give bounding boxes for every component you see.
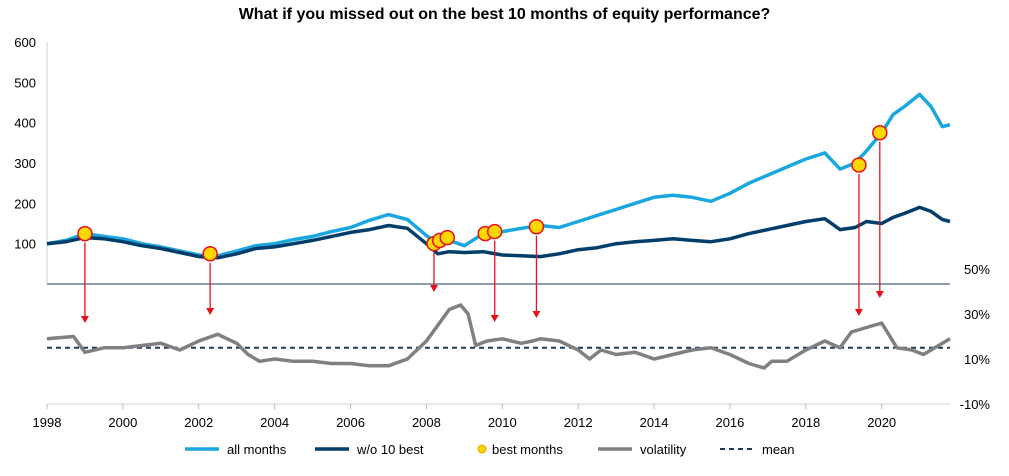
best-month-marker [872, 125, 888, 141]
legend-without-best-label: w/o 10 best [356, 442, 424, 457]
x-tick-label: 2006 [336, 415, 365, 430]
x-tick-label: 2018 [791, 415, 820, 430]
arrow-head [875, 291, 884, 298]
best-month-marker [439, 229, 456, 246]
top-y-tick-label: 500 [14, 75, 36, 90]
arrow-head [430, 285, 438, 292]
top-y-tick-label: 100 [14, 237, 36, 252]
arrow-head [490, 315, 499, 322]
top-y-tick-label: 600 [14, 35, 36, 50]
bottom-y-tick-label: 30% [964, 307, 990, 322]
top-y-tick-label: 200 [14, 196, 36, 211]
x-tick-label: 2010 [488, 415, 517, 430]
legend-mean-label: mean [762, 442, 795, 457]
x-tick-label: 1998 [33, 415, 62, 430]
arrow-head [206, 308, 215, 315]
x-tick-label: 2020 [867, 415, 896, 430]
best-month-marker [528, 218, 545, 235]
best-month-marker [202, 246, 218, 262]
legend-best-months-label: best months [492, 442, 563, 457]
x-tick-label: 2014 [640, 415, 669, 430]
chart-title: What if you missed out on the best 10 mo… [238, 6, 771, 23]
x-tick-label: 2008 [412, 415, 441, 430]
arrow-head [80, 316, 89, 323]
top-y-tick-label: 400 [14, 116, 36, 131]
x-tick-label: 2012 [564, 415, 593, 430]
bottom-y-tick-label: 10% [964, 352, 990, 367]
legend-volatility-label: volatility [640, 442, 687, 457]
legend-best-months-swatch [477, 444, 487, 454]
legend-all-months-label: all months [227, 442, 287, 457]
arrow-head [854, 309, 863, 316]
x-tick-label: 2004 [260, 415, 289, 430]
x-tick-label: 2016 [715, 415, 744, 430]
best-month-marker [851, 157, 867, 173]
x-tick-label: 2002 [184, 415, 213, 430]
best-month-marker [486, 223, 503, 240]
best-month-marker [77, 225, 93, 242]
x-tick-label: 2000 [108, 415, 137, 430]
volatility-line [46, 303, 951, 370]
bottom-y-tick-label: 50% [964, 262, 990, 277]
bottom-y-tick-label: -10% [960, 397, 991, 412]
top-y-tick-label: 300 [14, 156, 36, 171]
arrow-head [532, 311, 541, 318]
